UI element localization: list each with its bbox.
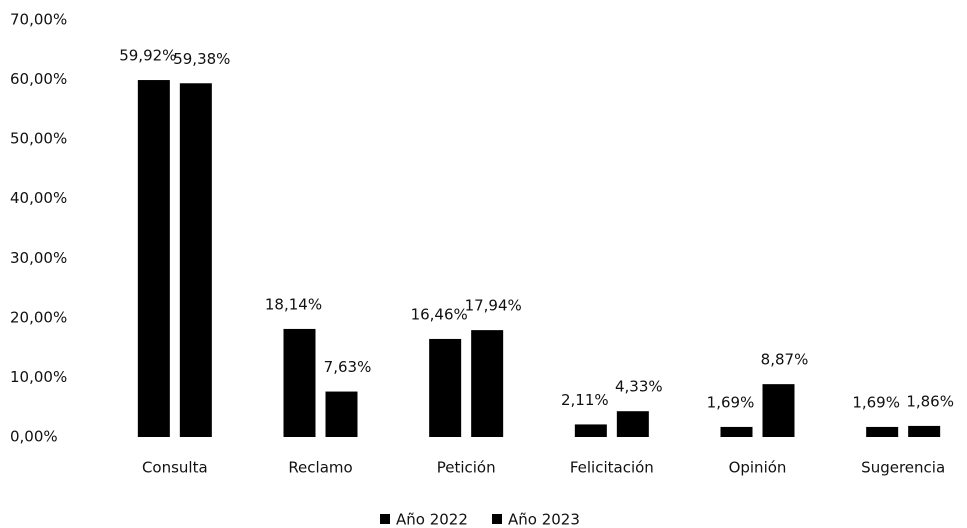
y-tick-label: 70,00%: [10, 11, 67, 29]
y-tick-label: 30,00%: [10, 249, 67, 267]
bar: [762, 384, 795, 437]
bar: [179, 83, 212, 437]
legend-swatch: [380, 514, 390, 524]
data-label: 18,14%: [265, 295, 322, 313]
data-label: 1,69%: [852, 393, 900, 411]
y-tick-label: 20,00%: [10, 308, 67, 326]
data-label: 17,94%: [465, 297, 522, 315]
y-tick-label: 40,00%: [10, 189, 67, 207]
bar: [720, 426, 753, 437]
x-tick-label: Sugerencia: [861, 459, 945, 477]
bar: [471, 330, 504, 437]
legend-label: Año 2022: [396, 511, 468, 528]
legend-label: Año 2023: [508, 511, 580, 528]
data-label: 1,69%: [707, 393, 755, 411]
data-label: 4,33%: [615, 378, 663, 396]
data-label: 16,46%: [411, 305, 468, 323]
bar: [616, 411, 649, 437]
bar: [866, 426, 899, 437]
y-tick-label: 60,00%: [10, 70, 67, 88]
bar: [908, 425, 941, 437]
bar: [137, 80, 170, 437]
y-tick-label: 50,00%: [10, 130, 67, 148]
x-tick-label: Consulta: [142, 459, 208, 477]
x-tick-label: Opinión: [729, 459, 787, 477]
bar: [574, 424, 607, 437]
data-label: 8,87%: [761, 351, 809, 369]
x-tick-label: Petición: [437, 459, 496, 477]
x-tick-label: Felicitación: [570, 459, 654, 477]
y-tick-label: 0,00%: [10, 428, 58, 446]
data-label: 7,63%: [324, 358, 372, 376]
bar: [325, 391, 358, 437]
data-label: 59,92%: [119, 47, 176, 65]
x-tick-label: Reclamo: [288, 459, 352, 477]
data-label: 59,38%: [173, 50, 230, 68]
bar: [429, 338, 462, 437]
bar: [283, 328, 316, 437]
data-label: 2,11%: [561, 391, 609, 409]
y-tick-label: 10,00%: [10, 368, 67, 386]
legend-swatch: [492, 514, 502, 524]
data-label: 1,86%: [906, 392, 954, 410]
